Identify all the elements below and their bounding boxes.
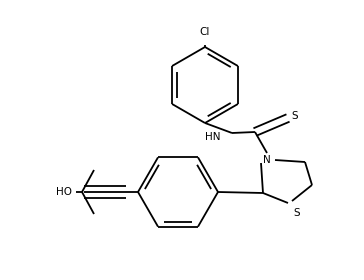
Text: S: S	[293, 208, 300, 218]
Text: Cl: Cl	[200, 27, 210, 37]
Text: HN: HN	[205, 132, 220, 142]
Text: S: S	[291, 111, 298, 121]
Text: N: N	[263, 155, 271, 165]
Text: HO: HO	[56, 187, 72, 197]
